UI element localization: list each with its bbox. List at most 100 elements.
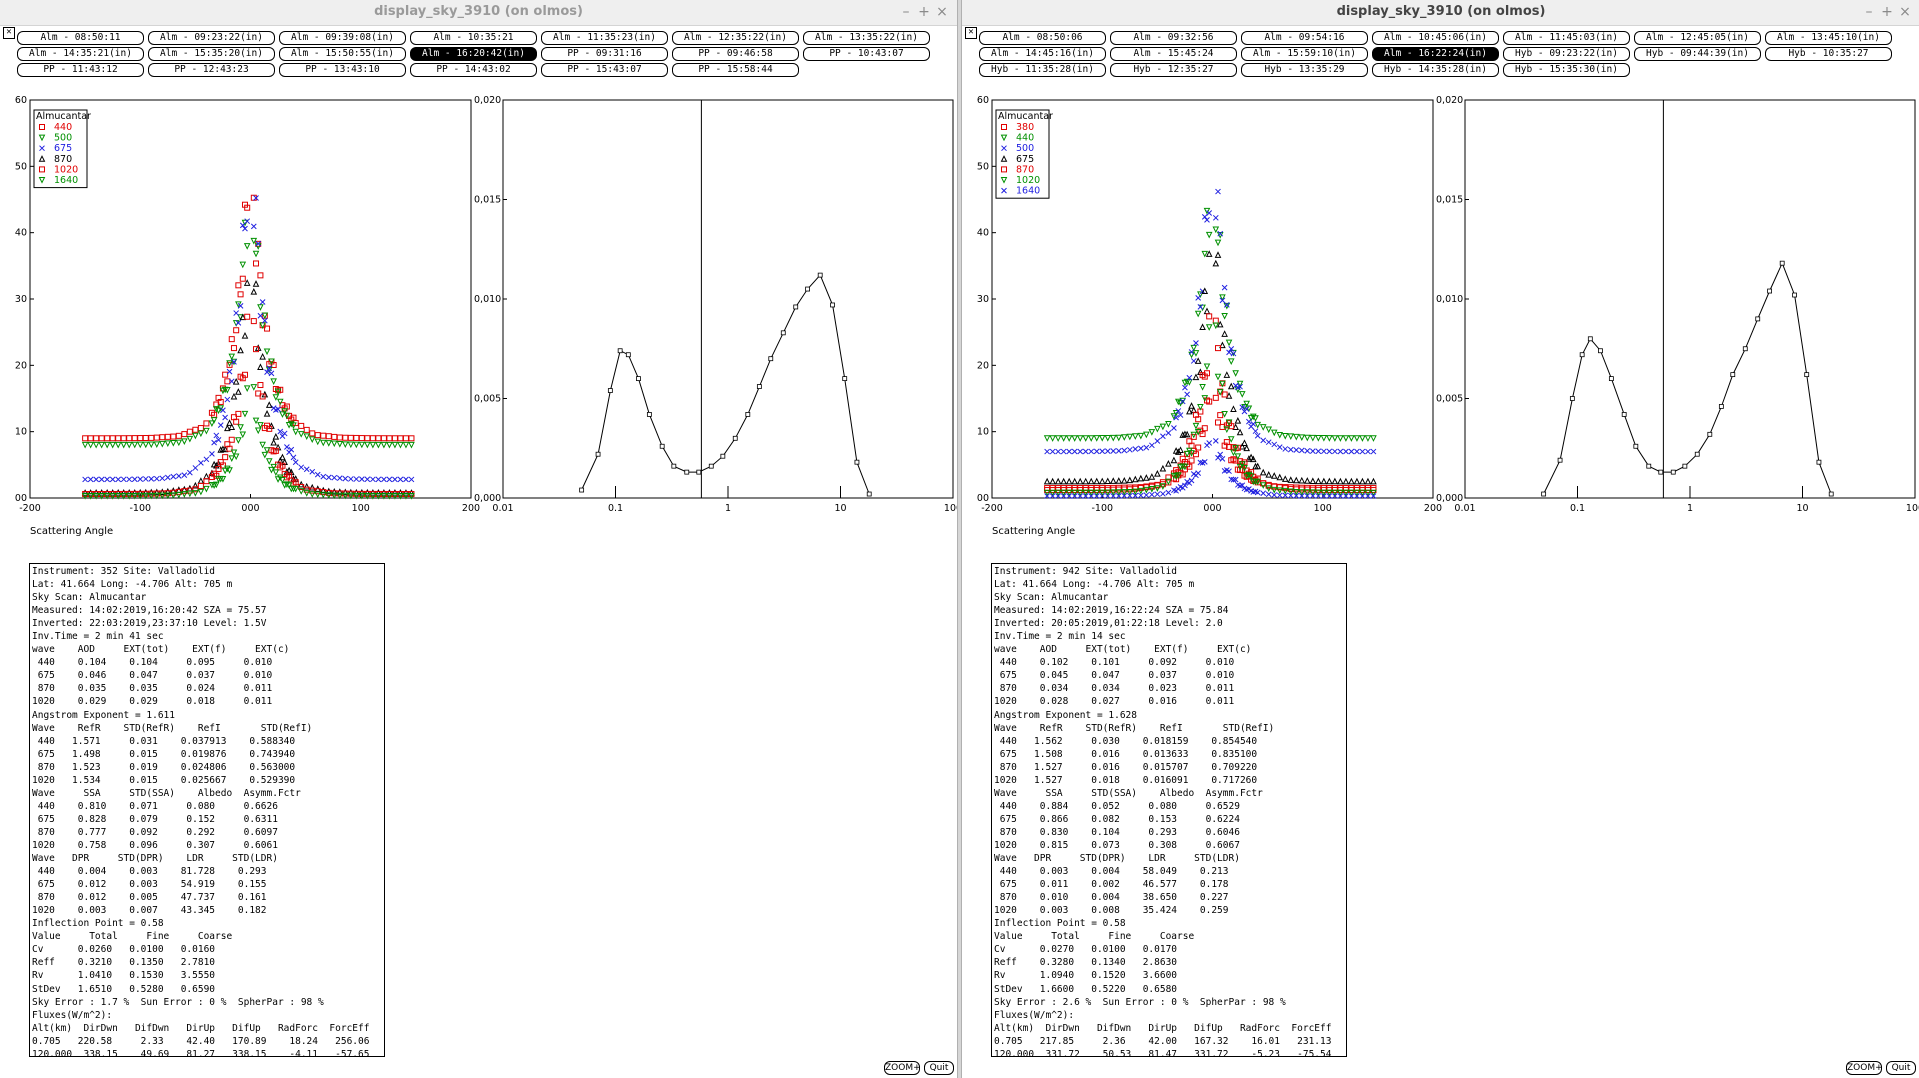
scan-button[interactable]: Alm - 12:35:22(in) bbox=[672, 31, 799, 45]
data-point bbox=[1337, 477, 1344, 485]
data-point bbox=[222, 414, 228, 421]
data-point bbox=[109, 489, 116, 496]
data-point bbox=[1121, 447, 1128, 454]
scan-button[interactable]: Alm - 09:54:16 bbox=[1241, 31, 1368, 45]
data-point bbox=[402, 493, 410, 500]
scan-button[interactable]: Alm - 13:35:22(in) bbox=[803, 31, 930, 45]
scan-button[interactable]: Hyb - 09:44:39(in) bbox=[1634, 47, 1761, 61]
scan-button[interactable]: Alm - 11:45:03(in) bbox=[1503, 31, 1630, 45]
data-point bbox=[1109, 434, 1117, 442]
scan-button[interactable]: Alm - 09:23:22(in) bbox=[148, 31, 275, 45]
scan-button[interactable]: PP - 09:46:58 bbox=[672, 47, 799, 61]
scan-button[interactable]: PP - 15:43:07 bbox=[541, 63, 668, 77]
maximize-button[interactable]: + bbox=[918, 4, 930, 20]
data-point bbox=[241, 410, 249, 418]
data-point bbox=[1315, 434, 1322, 442]
scan-button[interactable]: PP - 10:43:07 bbox=[803, 47, 930, 61]
data-point bbox=[1221, 330, 1228, 337]
scan-button[interactable]: Alm - 08:50:11 bbox=[17, 31, 144, 45]
data-point bbox=[1254, 478, 1262, 486]
scan-button[interactable]: Hyb - 15:35:30(in) bbox=[1503, 63, 1630, 77]
data-point bbox=[397, 441, 404, 449]
scan-button[interactable]: Alm - 08:50:06 bbox=[979, 31, 1106, 45]
close-icon[interactable]: ✕ bbox=[965, 27, 977, 39]
scan-button[interactable]: Alm - 10:45:06(in) bbox=[1372, 31, 1499, 45]
quit-button[interactable]: Quit bbox=[924, 1061, 954, 1075]
scan-button[interactable]: Hyb - 11:35:28(in) bbox=[979, 63, 1106, 77]
zoom-button[interactable]: ZOOM+ bbox=[1846, 1061, 1883, 1075]
data-point bbox=[198, 460, 204, 466]
data-point bbox=[380, 435, 387, 442]
scan-button[interactable]: Alm - 15:50:55(in) bbox=[279, 47, 406, 61]
scan-button[interactable]: PP - 13:43:10 bbox=[279, 63, 406, 77]
data-point bbox=[353, 476, 360, 482]
info-line: 870 0.777 0.092 0.292 0.6097 bbox=[32, 826, 278, 838]
minimize-button[interactable]: – bbox=[1865, 4, 1873, 20]
zoom-button[interactable]: ZOOM+ bbox=[884, 1061, 921, 1075]
data-point bbox=[402, 489, 410, 496]
data-point bbox=[147, 492, 155, 500]
scan-button[interactable]: Alm - 12:45:05(in) bbox=[1634, 31, 1761, 45]
data-point bbox=[226, 361, 233, 368]
scan-button[interactable]: Alm - 14:45:16(in) bbox=[979, 47, 1106, 61]
data-point bbox=[125, 441, 133, 449]
info-line: Inverted: 20:05:2019,01:22:18 Level: 2.0 bbox=[994, 618, 1223, 630]
scan-button[interactable]: Alm - 11:35:23(in) bbox=[541, 31, 668, 45]
close-icon[interactable]: ✕ bbox=[3, 27, 15, 39]
maximize-button[interactable]: + bbox=[1881, 4, 1893, 20]
data-point bbox=[358, 492, 366, 500]
data-point bbox=[1065, 435, 1073, 442]
data-point bbox=[1082, 477, 1090, 485]
scan-button[interactable]: Hyb - 13:35:29 bbox=[1241, 63, 1368, 77]
data-point bbox=[1236, 463, 1244, 471]
y-tick-label: 10 bbox=[977, 427, 989, 438]
data-point bbox=[288, 446, 295, 453]
close-button[interactable]: × bbox=[1899, 4, 1911, 20]
scan-button[interactable]: PP - 12:43:23 bbox=[148, 63, 275, 77]
scan-button[interactable]: Alm - 15:59:10(in) bbox=[1241, 47, 1368, 61]
data-point bbox=[1066, 448, 1073, 455]
scan-button[interactable]: Hyb - 10:35:27 bbox=[1765, 47, 1892, 61]
data-point bbox=[386, 441, 393, 449]
data-point bbox=[369, 435, 376, 442]
data-point bbox=[303, 486, 310, 493]
scan-button[interactable]: Hyb - 12:35:27 bbox=[1110, 63, 1237, 77]
data-point bbox=[1241, 439, 1248, 446]
data-point bbox=[1234, 417, 1242, 424]
data-point bbox=[1282, 492, 1289, 499]
data-point bbox=[402, 441, 410, 449]
scan-button[interactable]: PP - 15:58:44 bbox=[672, 63, 799, 77]
data-point bbox=[136, 488, 144, 496]
close-button[interactable]: × bbox=[936, 4, 948, 20]
scan-button[interactable]: Alm - 15:35:20(in) bbox=[148, 47, 275, 61]
scan-button[interactable]: Alm - 16:20:42(in) bbox=[410, 47, 537, 61]
scan-button[interactable]: PP - 14:43:02 bbox=[410, 63, 537, 77]
scan-button[interactable]: Alm - 16:22:24(in) bbox=[1372, 47, 1499, 61]
scan-button[interactable]: PP - 11:43:12 bbox=[17, 63, 144, 77]
data-point bbox=[369, 441, 377, 449]
x-tick-label: 0.01 bbox=[1454, 503, 1475, 514]
size-dist-point bbox=[768, 356, 774, 362]
data-point bbox=[252, 417, 260, 425]
scan-button[interactable]: Alm - 10:35:21 bbox=[410, 31, 537, 45]
scan-button[interactable]: Alm - 13:45:10(in) bbox=[1765, 31, 1892, 45]
data-point bbox=[1126, 476, 1134, 484]
window-right: display_sky_3910 (on olmos) – + × ✕ Alm … bbox=[961, 0, 1919, 1078]
quit-button[interactable]: Quit bbox=[1886, 1061, 1916, 1075]
data-point bbox=[1259, 424, 1267, 431]
scan-button[interactable]: Alm - 15:45:24 bbox=[1110, 47, 1237, 61]
info-line: wave AOD EXT(tot) EXT(f) EXT(c) bbox=[32, 644, 290, 656]
legend-entry: 380 bbox=[1016, 122, 1034, 133]
scan-button[interactable]: Hyb - 09:23:22(in) bbox=[1503, 47, 1630, 61]
data-point bbox=[192, 481, 199, 489]
info-line: 675 0.045 0.047 0.037 0.010 bbox=[994, 670, 1235, 682]
scan-button[interactable]: Alm - 09:39:08(in) bbox=[279, 31, 406, 45]
scan-button[interactable]: Hyb - 14:35:28(in) bbox=[1372, 63, 1499, 77]
scan-button[interactable]: Alm - 09:32:56 bbox=[1110, 31, 1237, 45]
size-dist-point bbox=[1792, 292, 1797, 298]
minimize-button[interactable]: – bbox=[902, 4, 910, 20]
scan-button[interactable]: PP - 09:31:16 bbox=[541, 47, 668, 61]
scan-button[interactable]: Alm - 14:35:21(in) bbox=[17, 47, 144, 61]
data-point bbox=[336, 475, 343, 481]
